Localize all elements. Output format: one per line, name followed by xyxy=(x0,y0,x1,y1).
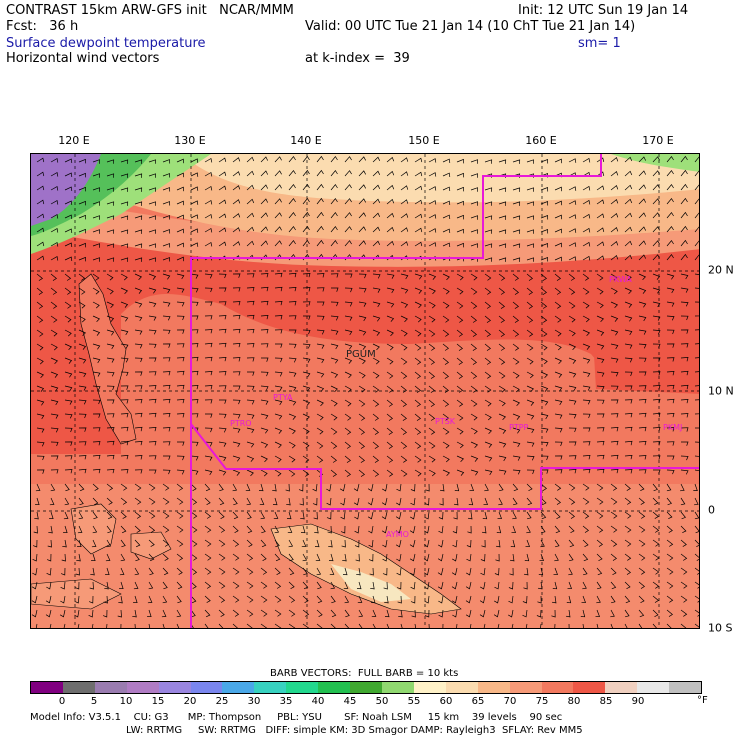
color-swatch xyxy=(190,682,223,693)
color-swatch xyxy=(350,682,382,693)
lon-label-170e: 170 E xyxy=(642,134,674,147)
color-swatch xyxy=(477,682,510,693)
color-swatch xyxy=(381,682,414,693)
color-scale-tick: 70 xyxy=(503,696,517,707)
color-swatch xyxy=(254,682,287,693)
color-scale-tick: 15 xyxy=(151,696,165,707)
color-swatch xyxy=(31,682,63,693)
lon-label-130e: 130 E xyxy=(174,134,206,147)
lat-label-10s: 10 S xyxy=(708,621,733,635)
dewpoint-map: PGUM PTYA PTRO PTSK PTPP PKMJ PKWA AYMO xyxy=(30,153,700,629)
color-scale-tick: 55 xyxy=(407,696,421,707)
color-scale-tick: 30 xyxy=(247,696,261,707)
lon-label-160e: 160 E xyxy=(525,134,557,147)
color-scale-tick: 20 xyxy=(183,696,197,707)
station-pgum: PGUM xyxy=(346,349,376,360)
color-scale-tick: 80 xyxy=(567,696,581,707)
model-title: CONTRAST 15km ARW-GFS init NCAR/MMM xyxy=(6,3,294,18)
station-ptpp: PTPP xyxy=(509,423,529,432)
lon-label-120e: 120 E xyxy=(58,134,90,147)
station-pkmj: PKMJ xyxy=(663,423,682,432)
color-scale-tick: 35 xyxy=(279,696,293,707)
color-swatch xyxy=(158,682,191,693)
lon-label-150e: 150 E xyxy=(408,134,440,147)
color-swatch xyxy=(413,682,446,693)
color-swatch xyxy=(318,682,351,693)
station-pkwa: PKWA xyxy=(609,275,632,284)
model-info-line1: Model Info: V3.5.1 CU: G3 MP: Thompson P… xyxy=(30,712,563,723)
station-ptsk: PTSK xyxy=(435,417,456,426)
station-ptya: PTYA xyxy=(273,393,293,402)
color-scale-tick: 10 xyxy=(119,696,133,707)
valid-time: Valid: 00 UTC Tue 21 Jan 14 (10 ChT Tue … xyxy=(305,19,636,34)
station-ptro: PTRO xyxy=(230,419,252,428)
lon-label-140e: 140 E xyxy=(290,134,322,147)
station-aymo: AYMO xyxy=(386,530,409,539)
color-scale-tick: 0 xyxy=(58,696,66,707)
field-name: Surface dewpoint temperature xyxy=(6,36,206,51)
color-scale-tick: 60 xyxy=(439,696,453,707)
lat-label-20n: 20 N xyxy=(708,263,734,277)
color-scale-tick: 45 xyxy=(343,696,357,707)
color-scale-labels: 0 5 10 15 20 25 30 35 40 45 50 55 60 65 70 75 80 85 90 xyxy=(30,696,702,708)
color-scale-tick: 5 xyxy=(90,696,98,707)
units-label: °F xyxy=(697,695,708,706)
barb-legend: BARB VECTORS: FULL BARB = 10 kts xyxy=(270,668,459,679)
color-scale-tick: 85 xyxy=(599,696,613,707)
color-swatch xyxy=(222,682,255,693)
color-swatch xyxy=(637,682,670,693)
color-scale-tick: 65 xyxy=(471,696,485,707)
vectors-label: Horizontal wind vectors xyxy=(6,51,160,66)
color-swatch xyxy=(509,682,542,693)
lat-label-0: 0 xyxy=(708,503,715,517)
color-scale-tick: 40 xyxy=(311,696,325,707)
color-swatch xyxy=(541,682,574,693)
lat-label-10n: 10 N xyxy=(708,384,734,398)
model-info-line2: LW: RRTMG SW: RRTMG DIFF: simple KM: 3D … xyxy=(126,725,583,736)
color-swatch xyxy=(286,682,319,693)
color-swatch xyxy=(126,682,159,693)
color-swatch xyxy=(62,682,95,693)
k-index-label: at k-index = 39 xyxy=(305,51,410,66)
color-swatch xyxy=(573,682,606,693)
dewpoint-map-canvas: PGUM PTYA PTRO PTSK PTPP PKMJ PKWA AYMO xyxy=(31,154,699,628)
init-time: Init: 12 UTC Sun 19 Jan 14 xyxy=(518,3,689,18)
smoothing-label: sm= 1 xyxy=(578,36,621,51)
color-scale-tick: 25 xyxy=(215,696,229,707)
color-scale-tick: 90 xyxy=(631,696,645,707)
color-swatch xyxy=(669,682,702,693)
color-scale-bar xyxy=(30,681,702,694)
color-swatch xyxy=(605,682,638,693)
color-swatch xyxy=(445,682,478,693)
color-scale-tick: 75 xyxy=(535,696,549,707)
color-swatch xyxy=(94,682,127,693)
forecast-hour: Fcst: 36 h xyxy=(6,19,79,34)
color-scale-tick: 50 xyxy=(375,696,389,707)
